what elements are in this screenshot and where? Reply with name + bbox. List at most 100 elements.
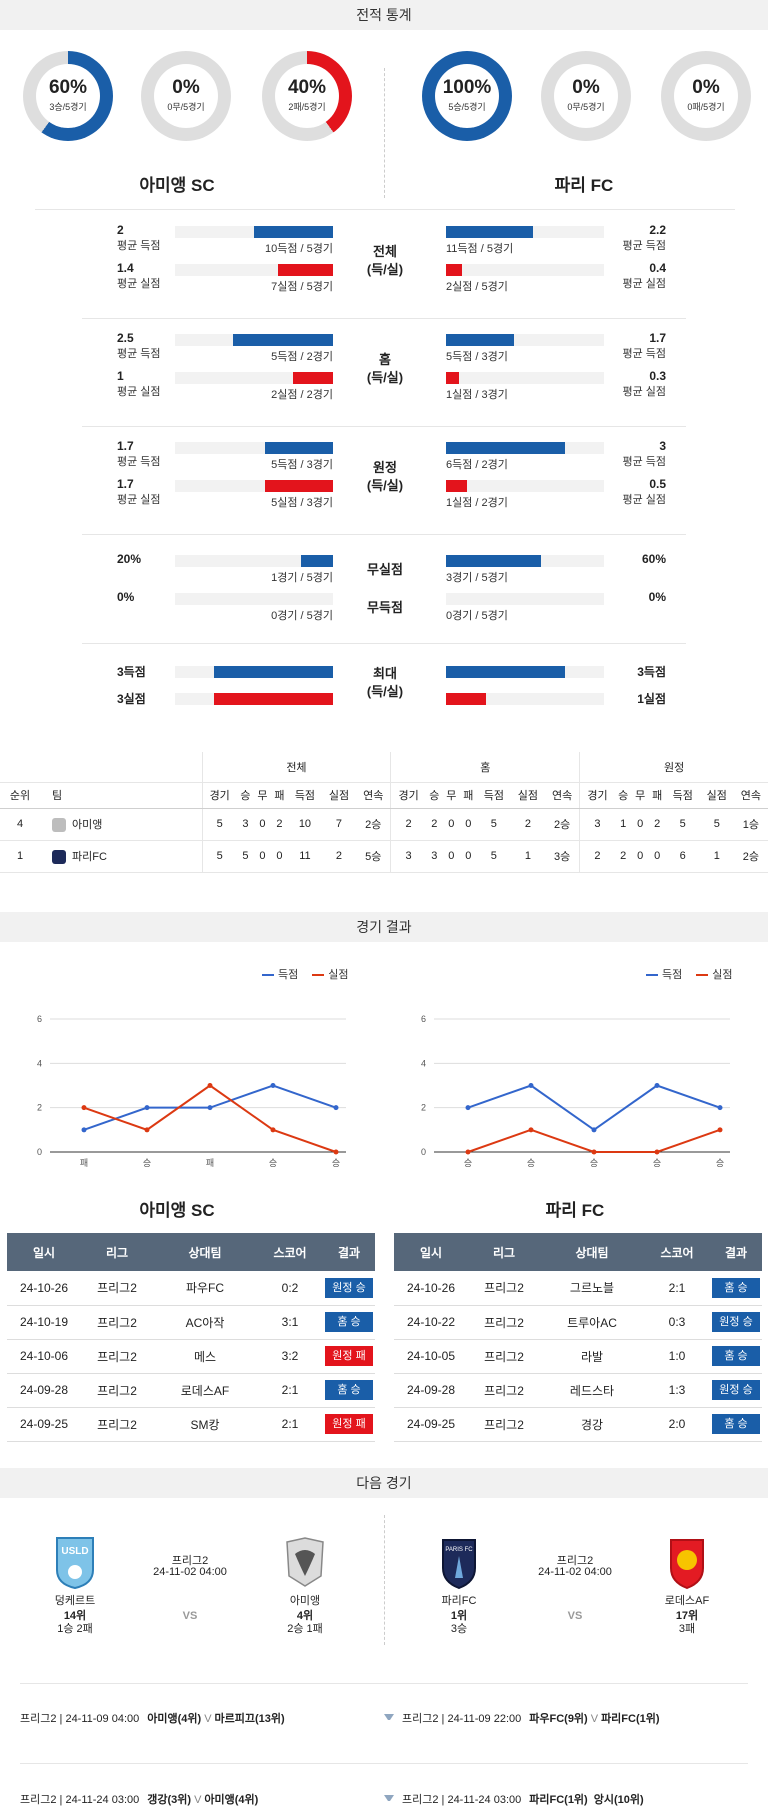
- stat-2-category-sub: (득/실): [366, 478, 404, 493]
- next-left-league: 프리그2: [171, 1555, 209, 1567]
- data-point-conceded[interactable]: [207, 1083, 213, 1088]
- result-cell: 홈 승: [323, 1305, 375, 1340]
- rodez-logo: [670, 1539, 704, 1590]
- upcoming-team: 갱강(3위): [147, 1794, 192, 1806]
- stat-0-0-home-count: 10득점 / 5경기: [264, 243, 333, 255]
- result-badge: 홈 승: [712, 1346, 760, 1366]
- stat-1-1-away-bar-bg: [446, 372, 604, 384]
- result-date: 24-10-26: [7, 1271, 81, 1306]
- standings-table: 전체 홈 원정 순위 팀 경기 승 무 패 득점 실점 연속 경기 승 무 패 득점 실점 연속 경기 승 무 패 득점…: [0, 752, 768, 873]
- data-point-scored[interactable]: [528, 1083, 534, 1088]
- stat-0-0-home-bar: [254, 226, 333, 238]
- next-section-title: 다음 경기: [0, 1468, 768, 1498]
- data-point-scored[interactable]: [207, 1105, 213, 1111]
- data-point-scored[interactable]: [465, 1105, 471, 1111]
- result-row: 24-09-28 프리그2 레드스타 1:3 원정 승: [394, 1373, 762, 1408]
- data-point-scored[interactable]: [717, 1105, 723, 1111]
- stat-clean-away-num: 60%: [641, 552, 666, 566]
- data-point-conceded[interactable]: [465, 1149, 471, 1155]
- standings-team-name: 아미앵: [72, 818, 103, 831]
- stat-2-1-home-num: 1.7: [117, 477, 134, 491]
- stat-0-1-away-num: 0.4: [649, 261, 666, 275]
- stat-1-0-away-num: 1.7: [649, 331, 666, 345]
- stat-2-1-away-bar-bg: [446, 480, 604, 492]
- standings-rank: 1: [0, 840, 40, 873]
- data-point-scored[interactable]: [654, 1083, 660, 1088]
- result-cell: 원정 패: [323, 1407, 375, 1442]
- standings-header-1-6: 득점: [476, 782, 511, 809]
- data-point-conceded[interactable]: [81, 1105, 87, 1111]
- data-point-conceded[interactable]: [333, 1149, 339, 1155]
- standings-cell: 2: [648, 808, 666, 841]
- upcoming-right-1[interactable]: 프리그2 | 24-11-24 03:00 파리FC(1위) 앙시(10위): [384, 1791, 754, 1807]
- upcoming-left-0[interactable]: 프리그2 | 24-11-09 04:00 아미앵(4위) V 마르피끄(13위): [20, 1710, 390, 1726]
- standings-cell: 2승: [356, 808, 392, 841]
- result-cell: 원정 패: [323, 1339, 375, 1374]
- result-score: 1:3: [644, 1373, 710, 1408]
- home-loss-pct: 40%: [287, 77, 327, 98]
- result-badge: 원정 승: [712, 1380, 760, 1400]
- result-opp: AC아작: [153, 1305, 257, 1340]
- upcoming-opponent: 마르피끄(13위): [214, 1713, 285, 1725]
- stat-divider-1: [82, 318, 686, 319]
- upcoming-right-0[interactable]: 프리그2 | 24-11-09 22:00 파우FC(9위) V 파리FC(1위): [384, 1710, 754, 1726]
- data-point-scored[interactable]: [333, 1105, 339, 1111]
- chart-0-legend: 득점 실점: [262, 966, 349, 982]
- standings-cell: 2: [510, 808, 545, 841]
- standings-cell: 3: [579, 808, 615, 841]
- results-header-1: 리그: [81, 1233, 153, 1271]
- stat-1-1-home-count: 2실점 / 2경기: [271, 389, 333, 401]
- away-loss-donut-center: 0% 0패/5경기: [674, 64, 738, 128]
- standings-cell: 7: [321, 808, 357, 841]
- y-tick-label: 6: [37, 1014, 42, 1024]
- standings-cell: 10: [287, 808, 322, 841]
- stat-noscore-home-num: 0%: [117, 590, 135, 604]
- stat-1-0-away-label: 평균 득점: [622, 348, 666, 360]
- result-league: 프리그2: [81, 1407, 153, 1442]
- upcoming-left-1[interactable]: 프리그2 | 24-11-24 03:00 갱강(3위) V 아미앵(4위): [20, 1791, 390, 1807]
- result-opp: 파우FC: [153, 1271, 257, 1306]
- data-point-conceded[interactable]: [591, 1149, 597, 1155]
- result-score: 1:0: [644, 1339, 710, 1374]
- y-tick-label: 2: [37, 1103, 42, 1113]
- stat-2-0-home-count: 5득점 / 3경기: [271, 459, 333, 471]
- next-right-t1-rank: 1위: [450, 1610, 468, 1622]
- y-tick-label: 6: [421, 1014, 426, 1024]
- result-league: 프리그2: [468, 1271, 540, 1306]
- stat-1-0-home-label: 평균 득점: [117, 348, 161, 360]
- stat-max-away-scored: 3득점: [637, 665, 666, 679]
- group-away: 원정: [579, 752, 768, 783]
- team-logo-icon: [52, 850, 66, 865]
- result-league: 프리그2: [468, 1407, 540, 1442]
- standings-cell: 2: [425, 808, 443, 841]
- stat-1-1-away-num: 0.3: [649, 369, 666, 383]
- data-point-conceded[interactable]: [144, 1127, 150, 1133]
- results-header-4: 결과: [710, 1233, 762, 1271]
- data-point-scored[interactable]: [270, 1083, 276, 1088]
- standings-header-0-3: 승: [236, 782, 254, 809]
- result-row: 24-10-26 프리그2 그르노블 2:1 홈 승: [394, 1271, 762, 1306]
- result-cell: 홈 승: [710, 1407, 762, 1442]
- data-point-conceded[interactable]: [528, 1127, 534, 1133]
- standings-cell: 1: [510, 840, 545, 873]
- standings-team-cell: 파리FC: [40, 840, 203, 873]
- result-opp: 레드스타: [540, 1373, 644, 1408]
- result-row: 24-09-25 프리그2 SM캉 2:1 원정 패: [7, 1407, 375, 1442]
- group-total: 전체: [202, 752, 392, 783]
- result-date: 24-09-28: [7, 1373, 81, 1408]
- result-badge: 원정 승: [325, 1277, 373, 1298]
- next-left-vs: VS: [182, 1610, 198, 1622]
- data-point-scored[interactable]: [144, 1105, 150, 1111]
- standings-cell: 2: [270, 808, 288, 841]
- data-point-conceded[interactable]: [717, 1127, 723, 1133]
- away-draw-donut-center: 0% 0무/5경기: [554, 64, 618, 128]
- result-score: 3:2: [257, 1339, 323, 1374]
- upcoming-info: 프리그2 | 24-11-24 03:00: [402, 1794, 522, 1806]
- data-point-scored[interactable]: [81, 1127, 87, 1133]
- home-loss-donut: 40% 2패/5경기: [262, 51, 352, 141]
- home-draw-donut-center: 0% 0무/5경기: [154, 64, 218, 128]
- data-point-conceded[interactable]: [270, 1127, 276, 1133]
- data-point-conceded[interactable]: [654, 1149, 660, 1155]
- data-point-scored[interactable]: [591, 1127, 597, 1133]
- result-row: 24-09-25 프리그2 경강 2:0 홈 승: [394, 1407, 762, 1442]
